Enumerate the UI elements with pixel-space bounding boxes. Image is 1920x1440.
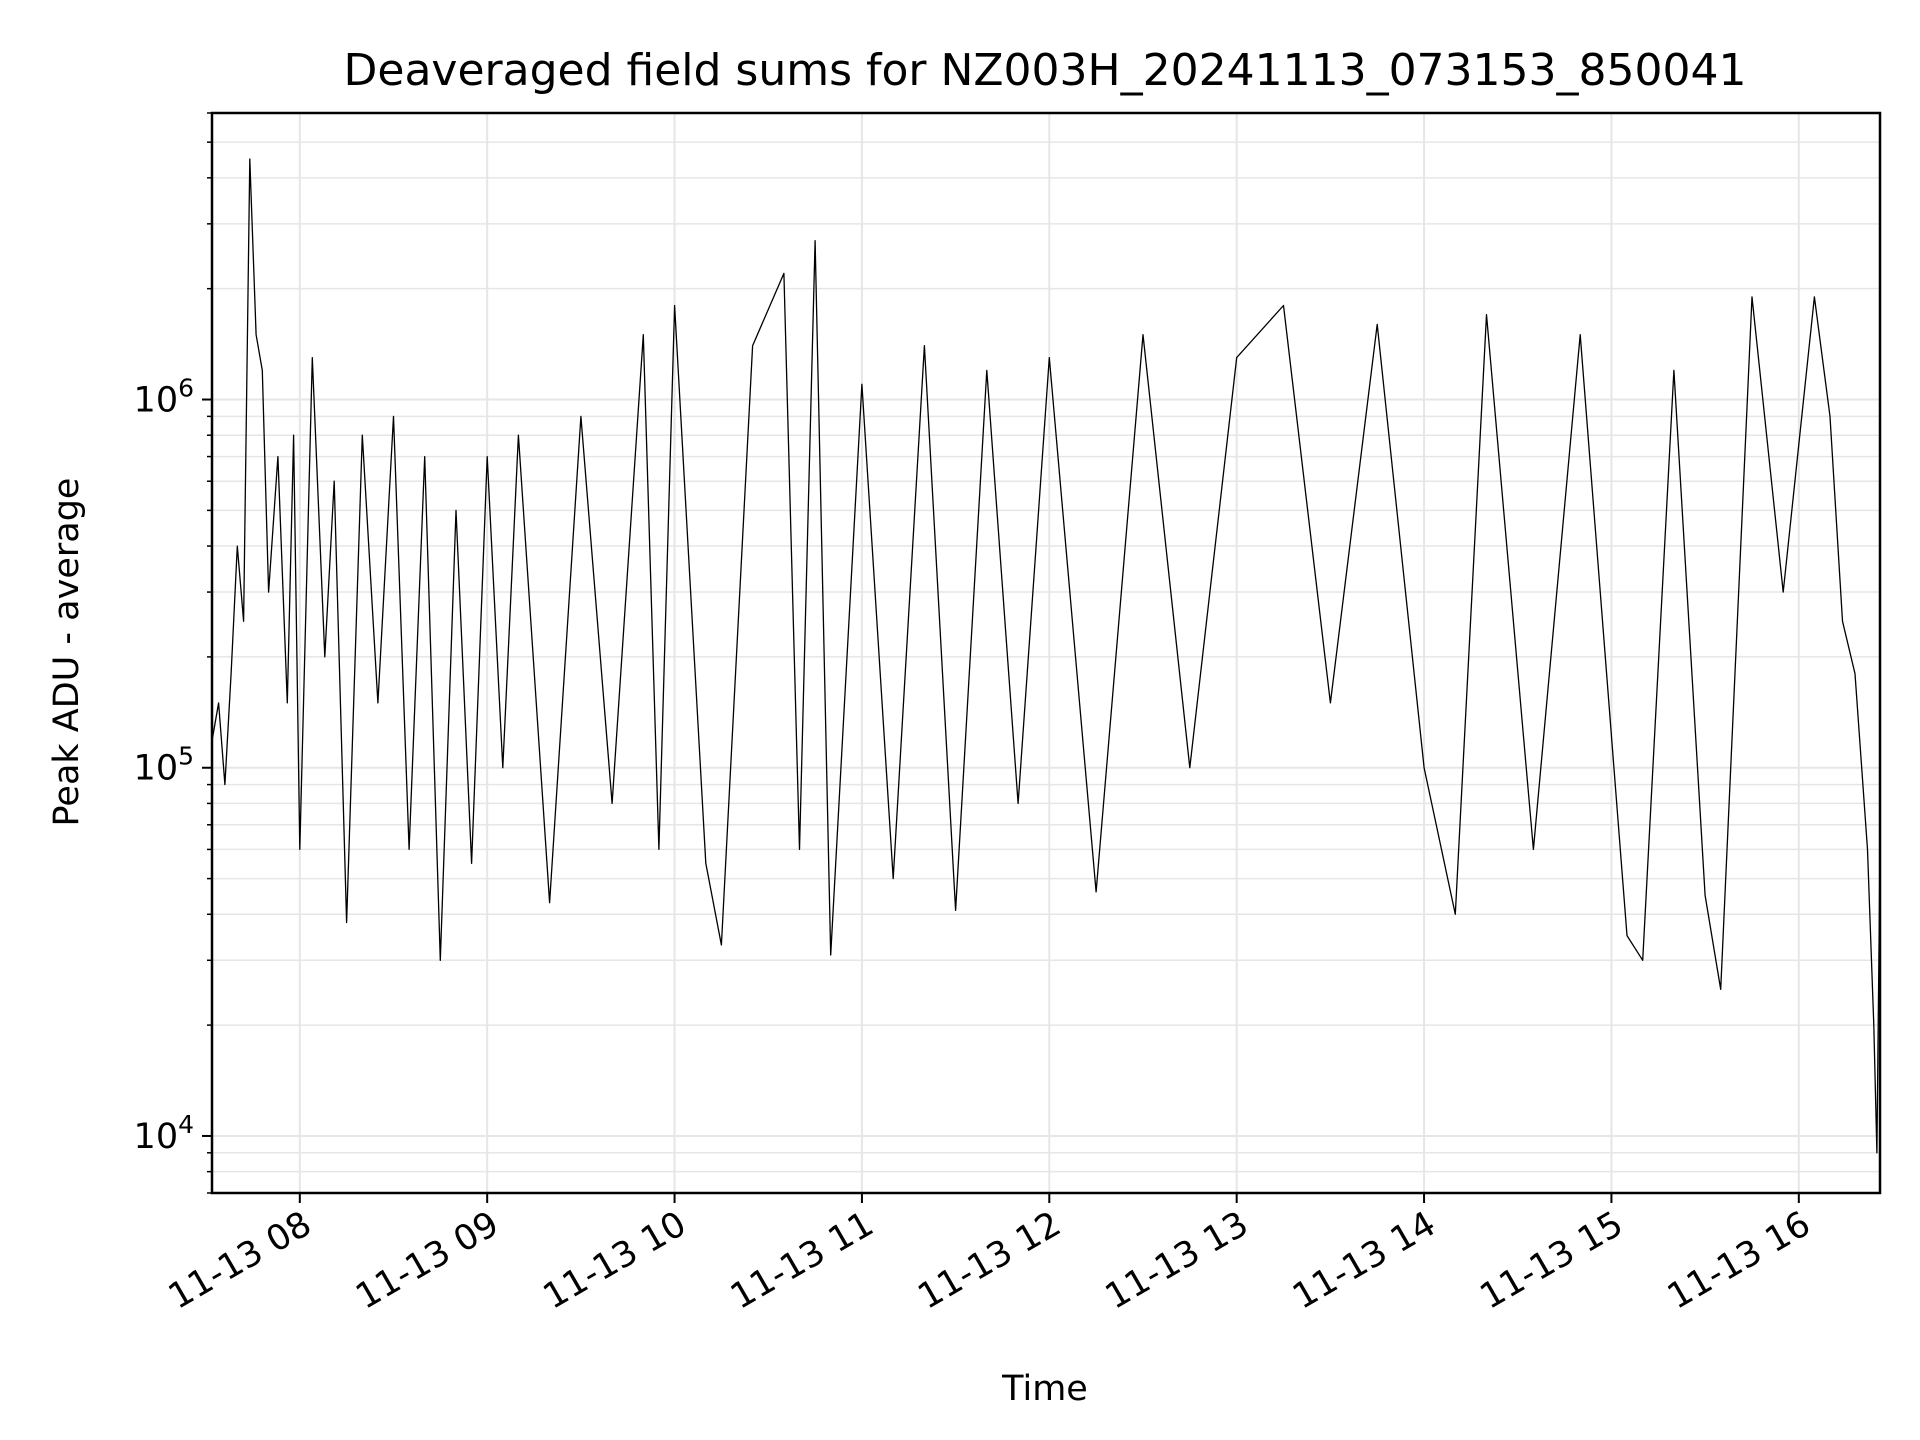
series-line [211, 158, 1881, 1154]
x-axis-label: Time [1001, 1369, 1088, 1409]
y-tick-label: 106 [134, 374, 194, 421]
plot-frame [210, 111, 1882, 1195]
y-tick-label: 104 [134, 1110, 194, 1157]
chart-title: Deaveraged field sums for NZ003H_2024111… [344, 45, 1747, 96]
y-axis-label: Peak ADU - average [47, 478, 87, 827]
plot-area [211, 158, 1881, 1154]
y-tick-label: 105 [134, 742, 194, 789]
